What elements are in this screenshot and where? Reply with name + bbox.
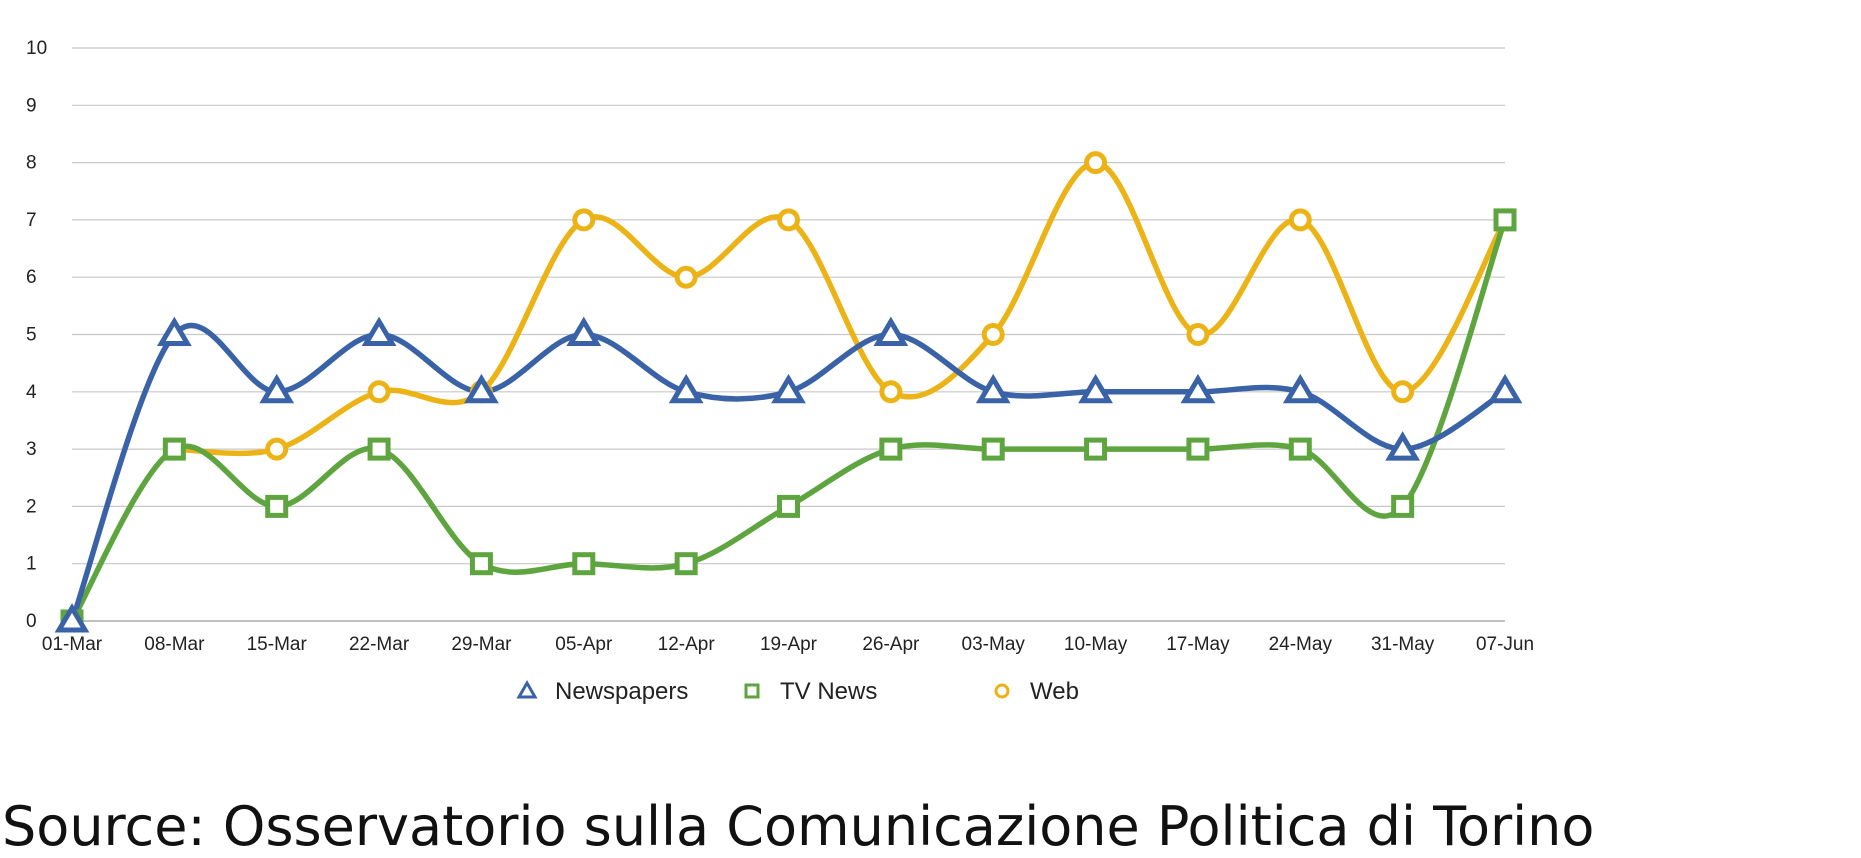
legend-label: Newspapers bbox=[555, 678, 688, 705]
series-line-web bbox=[171, 159, 1508, 457]
y-tick-label: 4 bbox=[26, 382, 37, 403]
series-line-newspapers bbox=[69, 322, 1508, 624]
data-point-newspapers bbox=[1078, 373, 1113, 404]
data-point-newspapers bbox=[566, 316, 602, 346]
y-tick-label: 0 bbox=[26, 611, 37, 632]
legend: Newspapers TV News Web bbox=[516, 678, 1079, 705]
y-tick-label: 10 bbox=[26, 38, 47, 59]
legend-marker bbox=[516, 679, 538, 699]
data-point-web bbox=[981, 323, 1005, 346]
data-point-newspapers bbox=[156, 316, 192, 346]
x-tick-label: 19-Apr bbox=[760, 634, 818, 655]
legend-entry: Newspapers bbox=[516, 678, 688, 705]
data-point-tv-news bbox=[1186, 437, 1210, 461]
legend-marker bbox=[744, 683, 760, 699]
y-tick-label: 8 bbox=[26, 153, 37, 174]
data-point-tv-news bbox=[981, 437, 1005, 461]
data-point-newspapers bbox=[873, 316, 909, 346]
legend-label: TV News bbox=[780, 678, 877, 705]
data-point-newspapers bbox=[1385, 431, 1421, 461]
data-point-tv-news bbox=[1288, 437, 1312, 461]
y-tick-label: 2 bbox=[26, 496, 37, 517]
y-tick-label: 3 bbox=[26, 439, 37, 460]
x-tick-label: 24-May bbox=[1269, 634, 1333, 655]
y-tick-label: 9 bbox=[26, 95, 37, 116]
y-tick-label: 1 bbox=[26, 554, 37, 575]
series-line-tv-news bbox=[69, 217, 1508, 624]
data-point-newspapers bbox=[975, 373, 1011, 404]
x-tick-label: 03-May bbox=[962, 634, 1026, 655]
data-point-tv-news bbox=[162, 437, 186, 461]
data-point-web bbox=[674, 265, 698, 289]
data-point-newspapers bbox=[668, 373, 704, 404]
x-tick-label: 29-Mar bbox=[451, 634, 512, 655]
x-tick-label: 26-Apr bbox=[862, 634, 920, 655]
data-point-newspapers bbox=[771, 373, 806, 404]
data-point-tv-news bbox=[674, 552, 698, 576]
data-point-web bbox=[1084, 151, 1108, 175]
data-point-newspapers bbox=[464, 373, 499, 404]
legend-label: Web bbox=[1030, 678, 1079, 705]
x-tick-label: 10-May bbox=[1064, 634, 1128, 655]
data-point-newspapers bbox=[361, 316, 397, 346]
x-tick-label: 12-Apr bbox=[658, 634, 716, 655]
data-point-tv-news bbox=[1391, 494, 1415, 518]
data-point-tv-news bbox=[777, 494, 800, 518]
data-point-newspapers bbox=[259, 373, 295, 404]
x-tick-label: 01-Mar bbox=[42, 634, 103, 655]
data-point-web bbox=[1288, 208, 1312, 232]
source-caption: Source: Osservatorio sulla Comunicazione… bbox=[2, 800, 1595, 858]
x-tick-label: 17-May bbox=[1166, 634, 1230, 655]
x-tick-label: 31-May bbox=[1371, 634, 1435, 655]
data-point-tv-news bbox=[367, 437, 391, 461]
data-point-tv-news bbox=[879, 437, 903, 461]
data-point-tv-news bbox=[1084, 437, 1108, 461]
data-point-web bbox=[265, 437, 289, 461]
data-point-web bbox=[367, 380, 391, 404]
data-point-web bbox=[1186, 323, 1210, 346]
x-tick-label: 07-Jun bbox=[1476, 634, 1534, 655]
x-tick-label: 05-Apr bbox=[555, 634, 613, 655]
x-axis-ticks: 01-Mar 08-Mar 15-Mar 22-Mar 29-Mar 05-Apr 12-A… bbox=[42, 634, 1534, 655]
data-point-tv-news bbox=[265, 494, 289, 518]
legend-marker bbox=[994, 683, 1010, 699]
y-tick-label: 7 bbox=[26, 210, 37, 231]
x-tick-label: 08-Mar bbox=[144, 634, 205, 655]
data-point-newspapers bbox=[1487, 373, 1523, 404]
gridlines bbox=[72, 47, 1505, 622]
data-point-web bbox=[1391, 380, 1415, 404]
line-chart: 0 1 2 3 4 5 6 7 8 9 10 01-Mar 08-Mar 15-Mar 22-Mar 29-… bbox=[26, 38, 1534, 705]
x-tick-label: 15-Mar bbox=[247, 634, 308, 655]
data-point-newspapers bbox=[54, 603, 90, 633]
series-markers bbox=[54, 151, 1523, 633]
data-point-web bbox=[572, 208, 596, 232]
x-tick-label: 22-Mar bbox=[349, 634, 410, 655]
legend-entry: Web bbox=[994, 678, 1079, 705]
data-point-tv-news bbox=[572, 552, 596, 576]
legend-entry: TV News bbox=[744, 678, 877, 705]
y-axis-ticks: 0 1 2 3 4 5 6 7 8 9 10 bbox=[26, 38, 47, 632]
y-tick-label: 5 bbox=[26, 325, 37, 346]
data-point-web bbox=[879, 380, 903, 404]
y-tick-label: 6 bbox=[26, 267, 37, 288]
data-point-newspapers bbox=[1282, 373, 1318, 404]
data-point-tv-news bbox=[1493, 208, 1517, 232]
data-point-tv-news bbox=[469, 552, 493, 576]
data-point-web bbox=[777, 208, 800, 232]
data-point-newspapers bbox=[1180, 373, 1216, 404]
